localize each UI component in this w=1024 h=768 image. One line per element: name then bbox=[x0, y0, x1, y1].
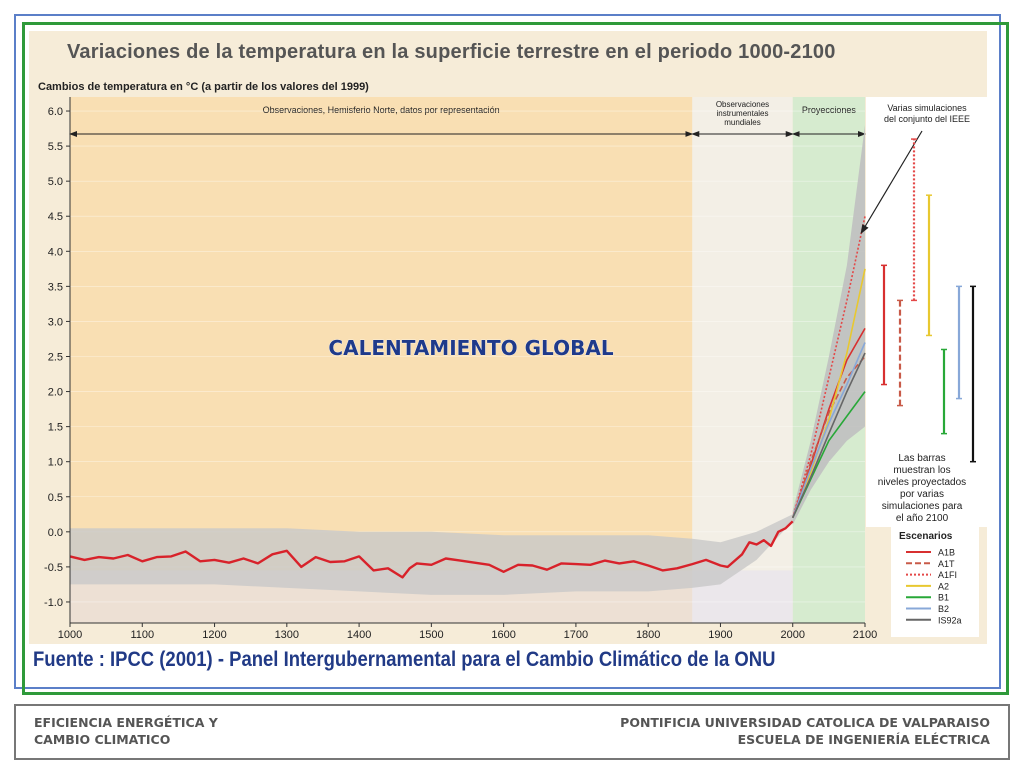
source-citation: Fuente : IPCC (2001) - Panel Intergubern… bbox=[33, 648, 776, 671]
legend-label-a1t: A1T bbox=[938, 559, 955, 569]
y-tick-label-11: 4.0 bbox=[48, 246, 63, 258]
x-tick-label-9: 1800 bbox=[636, 629, 660, 641]
x-tick-label-3: 1200 bbox=[202, 629, 226, 641]
x-tick-label-12: 2100 bbox=[853, 629, 877, 641]
y-tick-label-3: 0.0 bbox=[48, 527, 63, 539]
annotation-panel bbox=[866, 97, 987, 527]
x-tick-label-5: 1400 bbox=[347, 629, 371, 641]
legend-label-a2: A2 bbox=[938, 581, 949, 591]
legend-title: Escenarios bbox=[899, 531, 953, 542]
y-tick-label-1: -1.0 bbox=[44, 597, 63, 609]
observed-series-line bbox=[69, 520, 794, 579]
legend-label-a1fi: A1FI bbox=[938, 570, 957, 580]
x-tick-label-1: 1000 bbox=[58, 629, 82, 641]
slide-frame-green bbox=[22, 22, 1009, 695]
period-label-3-line-1: Proyecciones bbox=[802, 105, 857, 115]
footer-left-line-1: EFICIENCIA ENERGÉTICA Y bbox=[34, 715, 218, 730]
x-tick-label-10: 1900 bbox=[708, 629, 732, 641]
y-tick-label-14: 5.5 bbox=[48, 141, 63, 153]
slide-frame-blue bbox=[14, 14, 1001, 689]
legend-box bbox=[891, 527, 979, 637]
bars-note-line-5: simulaciones para bbox=[882, 501, 963, 512]
y-tick-label-10: 3.5 bbox=[48, 281, 63, 293]
period-label-2-line-3: mundiales bbox=[724, 118, 760, 127]
x-tick-label-11: 2000 bbox=[780, 629, 804, 641]
simulations-note-line-1: Varias simulaciones bbox=[887, 103, 967, 113]
footer-right-line-2: ESCUELA DE INGENIERÍA ELÉCTRICA bbox=[737, 732, 990, 747]
simulations-arrow bbox=[860, 130, 923, 235]
y-tick-label-6: 1.5 bbox=[48, 422, 63, 434]
scenario-line-a2 bbox=[791, 268, 866, 519]
chart-svg: Observaciones, Hemisferio Norte, datos p… bbox=[44, 97, 987, 641]
slide-footer: EFICIENCIA ENERGÉTICA Y CAMBIO CLIMATICO… bbox=[14, 704, 1010, 760]
y-tick-label-12: 4.5 bbox=[48, 211, 63, 223]
x-tick-label-4: 1300 bbox=[275, 629, 299, 641]
chart-subtitle: Cambios de temperatura en °C (a partir d… bbox=[38, 81, 369, 93]
scenario-line-b2 bbox=[791, 342, 866, 519]
legend-label-is92a: IS92a bbox=[938, 615, 962, 625]
chart-figure: Observaciones, Hemisferio Norte, datos p… bbox=[29, 31, 987, 644]
projection-envelope bbox=[792, 125, 865, 525]
overlay-global-warming-label: CALENTAMIENTO GLOBAL bbox=[328, 336, 613, 360]
legend-label-b1: B1 bbox=[938, 593, 949, 603]
x-tick-label-2: 1100 bbox=[130, 629, 154, 641]
footer-left-line-2: CAMBIO CLIMATICO bbox=[34, 732, 171, 747]
bars-note-line-6: el año 2100 bbox=[896, 513, 949, 524]
y-tick-label-5: 1.0 bbox=[48, 457, 63, 469]
footer-right: PONTIFICIA UNIVERSIDAD CATOLICA DE VALPA… bbox=[620, 714, 990, 748]
legend-label-a1b: A1B bbox=[938, 548, 955, 558]
y-tick-label-7: 2.0 bbox=[48, 387, 63, 399]
scenario-line-a1t bbox=[791, 355, 866, 519]
bars-note-line-4: por varias bbox=[900, 489, 944, 500]
chart-title: Variaciones de la temperatura en la supe… bbox=[67, 41, 836, 63]
y-tick-label-13: 5.0 bbox=[48, 176, 63, 188]
y-tick-label-8: 2.5 bbox=[48, 351, 63, 363]
proxy-uncertainty-band bbox=[70, 514, 793, 595]
bars-note-line-2: muestran los bbox=[893, 465, 950, 476]
bars-note-line-3: niveles proyectados bbox=[878, 477, 966, 488]
y-tick-label-2: -0.5 bbox=[44, 562, 63, 574]
period-label-1-line-1: Observaciones, Hemisferio Norte, datos p… bbox=[263, 105, 500, 115]
y-tick-label-9: 3.0 bbox=[48, 316, 63, 328]
x-tick-label-7: 1600 bbox=[491, 629, 515, 641]
footer-left: EFICIENCIA ENERGÉTICA Y CAMBIO CLIMATICO bbox=[34, 714, 218, 748]
footer-right-line-1: PONTIFICIA UNIVERSIDAD CATOLICA DE VALPA… bbox=[620, 715, 990, 730]
bars-note-line-1: Las barras bbox=[898, 453, 945, 464]
period-label-2-line-2: instrumentales bbox=[716, 109, 768, 118]
legend-label-b2: B2 bbox=[938, 604, 949, 614]
scenario-line-a1fi bbox=[791, 216, 866, 519]
y-tick-label-15: 6.0 bbox=[48, 106, 63, 118]
simulations-note-line-2: del conjunto del IEEE bbox=[884, 114, 970, 124]
y-tick-label-4: 0.5 bbox=[48, 492, 63, 504]
period-label-2-line-1: Observaciones bbox=[716, 100, 769, 109]
x-tick-label-8: 1700 bbox=[564, 629, 588, 641]
scenario-line-is92a bbox=[791, 352, 866, 519]
x-tick-label-6: 1500 bbox=[419, 629, 443, 641]
